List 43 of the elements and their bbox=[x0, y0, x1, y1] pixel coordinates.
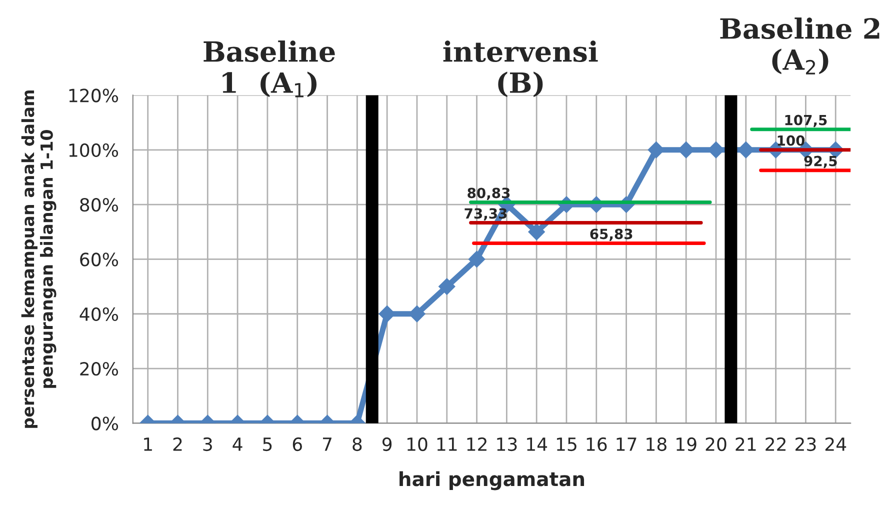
y-tick-label: 0% bbox=[92, 416, 118, 430]
annotation: 107,5 bbox=[785, 114, 827, 128]
x-tick-label: 6 bbox=[292, 437, 302, 452]
x-tick-label: 2 bbox=[173, 437, 182, 451]
x-tick-label: 10 bbox=[407, 437, 428, 452]
x-tick-label: 4 bbox=[232, 438, 242, 451]
y-tick-label: 60% bbox=[80, 252, 118, 266]
annotation: 100 bbox=[778, 135, 805, 146]
x-tick-label: 8 bbox=[352, 437, 362, 452]
x-tick-label: 9 bbox=[382, 437, 392, 452]
x-axis-title: hari pengamatan bbox=[400, 471, 584, 490]
annotation: Baseline 1 (A$_{1}$) bbox=[204, 40, 335, 98]
point bbox=[528, 224, 545, 240]
x-tick-label: 24 bbox=[825, 437, 846, 451]
x-tick-label: 5 bbox=[263, 438, 272, 452]
annotation: intervensi (B) bbox=[443, 40, 598, 98]
x-tick-label: 7 bbox=[323, 438, 332, 451]
annotation: 65,83 bbox=[590, 228, 632, 241]
y-tick-label: 20% bbox=[80, 362, 118, 376]
y-axis-title: persentase kemampuan anak dalam pengurangan bilangan 1-10 bbox=[21, 90, 56, 428]
y-tick-label: 100% bbox=[69, 143, 118, 157]
x-tick-label: 13 bbox=[497, 437, 517, 452]
x-tick-label: 14 bbox=[527, 438, 548, 451]
x-tick-label: 21 bbox=[736, 437, 756, 451]
x-tick-label: 16 bbox=[586, 437, 607, 452]
point bbox=[468, 250, 486, 268]
x-tick-label: 22 bbox=[766, 437, 786, 451]
annotation: 80,83 bbox=[468, 188, 510, 200]
y-tick-label: 120% bbox=[69, 88, 118, 102]
x-tick-label: 11 bbox=[437, 438, 457, 451]
x-tick-label: 15 bbox=[556, 438, 576, 452]
y-tick-label: 40% bbox=[80, 307, 118, 321]
x-tick-label: 23 bbox=[796, 437, 816, 452]
annotation: 92,5 bbox=[804, 156, 837, 168]
x-tick-label: 3 bbox=[203, 437, 212, 452]
x-tick-label: 20 bbox=[706, 437, 726, 452]
text: Baseline 2 (A$_{2}$) bbox=[720, 18, 880, 74]
x-tick-label: 18 bbox=[646, 437, 666, 452]
x-tick-label: 17 bbox=[616, 438, 636, 451]
x-tick-label: 19 bbox=[676, 437, 696, 452]
y-tick-label: 80% bbox=[80, 198, 118, 212]
x-tick-label: 12 bbox=[467, 437, 486, 451]
x-tick-label: 1 bbox=[144, 438, 152, 451]
